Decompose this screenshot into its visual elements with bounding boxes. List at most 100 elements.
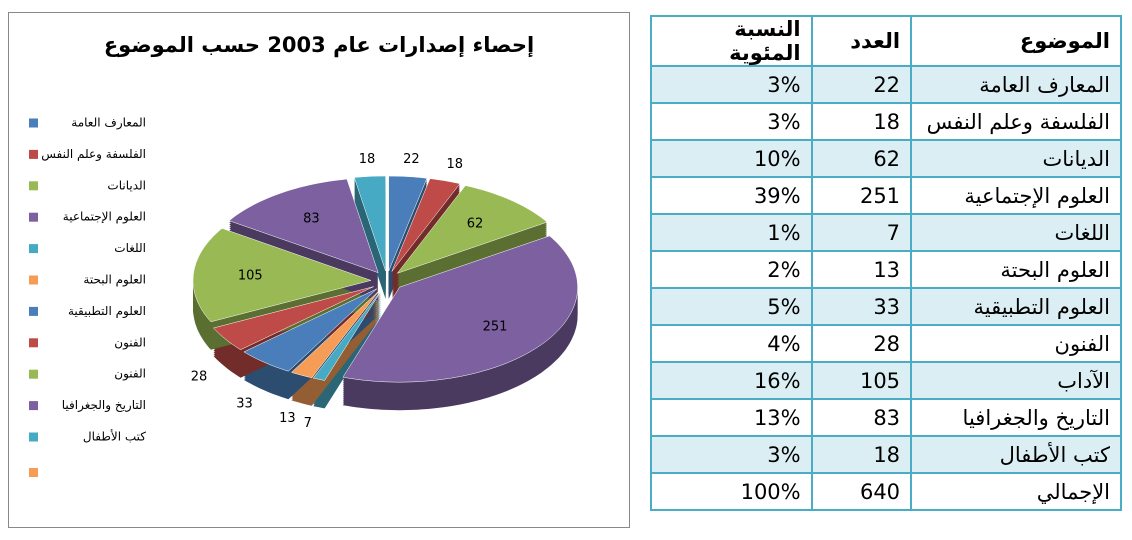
- legend-swatch: [29, 212, 38, 222]
- table-row: العلوم الإجتماعية 251 39%: [650, 176, 1122, 215]
- table-cell: 3%: [650, 102, 813, 141]
- table-cell: 62: [810, 139, 913, 178]
- data-label: 83: [303, 211, 320, 226]
- table-cell: 1%: [650, 213, 813, 252]
- table-cell: 18: [810, 102, 913, 141]
- legend-swatch: [29, 468, 38, 477]
- data-table: الموضوع العدد النسبة المئوية المعارف العام…: [650, 15, 1122, 511]
- pie-slice: [213, 286, 374, 350]
- table-cell: الفنون: [910, 324, 1122, 363]
- table-row: الفنون 28 4%: [650, 324, 1122, 363]
- table-cell: المعارف العامة: [910, 65, 1122, 104]
- table-cell: 3%: [650, 435, 813, 474]
- table-row: الفلسفة وعلم النفس 18 3%: [650, 102, 1122, 141]
- column-header: النسبة المئوية: [650, 15, 813, 67]
- table-body: المعارف العامة 22 3% الفلسفة وعلم النفس 18 3%…: [650, 65, 1122, 511]
- table-cell: العلوم التطبيقية: [910, 287, 1122, 326]
- table-cell: 16%: [650, 361, 813, 400]
- column-header: العدد: [810, 15, 913, 67]
- table-cell: 22: [810, 65, 913, 104]
- table-cell: 83: [810, 398, 913, 437]
- table-cell: 105: [810, 361, 913, 400]
- data-label: 251: [483, 319, 508, 334]
- column-header: الموضوع: [910, 15, 1122, 67]
- pie-slice: [243, 288, 378, 372]
- pie-slice: [391, 178, 461, 272]
- legend-swatch: [29, 401, 38, 411]
- legend-swatch: [29, 181, 38, 191]
- legend-label: اللغات: [114, 241, 146, 255]
- legend-label: الديانات: [107, 178, 146, 192]
- legend-swatch: [29, 275, 38, 285]
- data-label: 18: [359, 152, 376, 167]
- table-cell: العلوم الإجتماعية: [910, 176, 1122, 215]
- legend-label: الفلسفة وعلم النفس: [41, 147, 146, 162]
- table-cell: 4%: [650, 324, 813, 363]
- table-cell: 28: [810, 324, 913, 363]
- table-cell: 2%: [650, 250, 813, 289]
- table-row: الإجمالي 640 100%: [650, 472, 1122, 511]
- table-cell: الديانات: [910, 139, 1122, 178]
- table-row: العلوم التطبيقية 33 5%: [650, 287, 1122, 326]
- table-cell: 7: [810, 213, 913, 252]
- table-row: الديانات 62 10%: [650, 139, 1122, 178]
- table-cell: التاريخ والجغرافيا: [910, 398, 1122, 437]
- table-cell: 3%: [650, 65, 813, 104]
- table-cell: 13%: [650, 398, 813, 437]
- data-label: 62: [467, 216, 484, 231]
- pie-slice: [312, 290, 382, 381]
- table-cell: الإجمالي: [910, 472, 1122, 511]
- legend-label: المعارف العامة: [71, 116, 146, 131]
- table-cell: اللغات: [910, 213, 1122, 252]
- table-cell: 33: [810, 287, 913, 326]
- pie-slice: [228, 178, 379, 274]
- pie-slice: [342, 235, 578, 383]
- pie-slice: [291, 289, 381, 378]
- pie-slice: [388, 175, 428, 272]
- table-cell: الآداب: [910, 361, 1122, 400]
- chart: إحصاء إصدارات عام 2003 حسب الموضوع المعا…: [8, 12, 630, 528]
- data-label: 105: [238, 269, 263, 284]
- legend-swatch: [29, 244, 38, 254]
- table-cell: 100%: [650, 472, 813, 511]
- data-label: 18: [446, 157, 463, 172]
- table-cell: 640: [810, 472, 913, 511]
- chart-title: إحصاء إصدارات عام 2003 حسب الموضوع: [104, 33, 534, 57]
- legend-swatch: [29, 369, 38, 379]
- pie-slice: [396, 185, 548, 274]
- table-cell: 18: [810, 435, 913, 474]
- table-cell: 251: [810, 176, 913, 215]
- table-cell: كتب الأطفال: [910, 435, 1122, 474]
- header-row: الموضوع العدد النسبة المئوية: [650, 15, 1122, 67]
- legend-label: التاريخ والجغرافيا: [62, 398, 146, 413]
- legend-swatch: [29, 118, 38, 128]
- legend-label: كتب الأطفال: [83, 429, 146, 444]
- table-cell: 10%: [650, 139, 813, 178]
- legend-swatch: [29, 149, 38, 159]
- legend-label: الفنون: [114, 335, 146, 350]
- table-row: كتب الأطفال 18 3%: [650, 435, 1122, 474]
- table-row: الآداب 105 16%: [650, 361, 1122, 400]
- data-label: 13: [279, 411, 296, 426]
- legend-label: الفنون: [114, 367, 146, 382]
- legend-swatch: [29, 338, 38, 348]
- table-cell: 5%: [650, 287, 813, 326]
- legend-swatch: [29, 432, 38, 442]
- legend-swatch: [29, 306, 38, 316]
- legend-label: العلوم التطبيقية: [68, 304, 146, 319]
- table-row: العلوم البحتة 13 2%: [650, 250, 1122, 289]
- data-label: 7: [304, 416, 312, 431]
- table-row: التاريخ والجغرافيا 83 13%: [650, 398, 1122, 437]
- table-cell: 13: [810, 250, 913, 289]
- table-cell: العلوم البحتة: [910, 250, 1122, 289]
- pie-slice: [192, 228, 372, 323]
- table-row: المعارف العامة 22 3%: [650, 65, 1122, 104]
- legend-label: العلوم البحتة: [83, 273, 146, 288]
- table-cell: 39%: [650, 176, 813, 215]
- table-row: اللغات 7 1%: [650, 213, 1122, 252]
- data-label: 33: [236, 396, 253, 411]
- pie-slice: [353, 175, 386, 272]
- table-cell: الفلسفة وعلم النفس: [910, 102, 1122, 141]
- data-label: 22: [403, 152, 420, 167]
